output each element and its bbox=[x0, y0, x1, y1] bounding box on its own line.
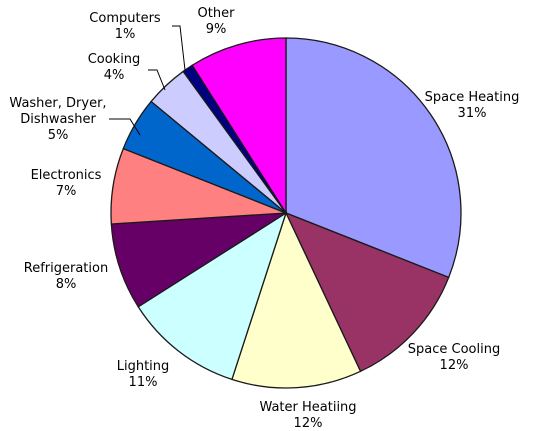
pie-slice-lighting bbox=[137, 211, 288, 381]
pie-slice-space-cooling bbox=[284, 211, 450, 373]
slice-label-space-cooling: Space Cooling 12% bbox=[408, 342, 500, 373]
leader-line-washer-dryer-dishwasher bbox=[109, 118, 141, 136]
slice-label-computers: Computers 1% bbox=[89, 11, 161, 42]
slice-label-refrigeration: Refrigeration 8% bbox=[24, 261, 108, 292]
slice-label-cooking: Cooking 4% bbox=[88, 52, 141, 83]
pie-slice-space-heating bbox=[285, 37, 462, 279]
leader-line-computers bbox=[172, 25, 186, 71]
slice-label-electronics: Electronics 7% bbox=[31, 168, 102, 199]
slice-label-water-heatiing: Water Heatiing 12% bbox=[259, 400, 356, 431]
slice-label-lighting: Lighting 11% bbox=[117, 359, 170, 390]
leader-line-cooking bbox=[148, 69, 166, 91]
pie-slice-water-heatiing bbox=[231, 211, 362, 389]
slice-label-washer-dryer-dishwasher: Washer, Dryer, Dishwasher 5% bbox=[9, 96, 106, 143]
slice-label-other: Other 9% bbox=[198, 6, 236, 37]
slice-label-space-heating: Space Heating 31% bbox=[425, 90, 520, 121]
pie-slice-other bbox=[191, 37, 287, 216]
